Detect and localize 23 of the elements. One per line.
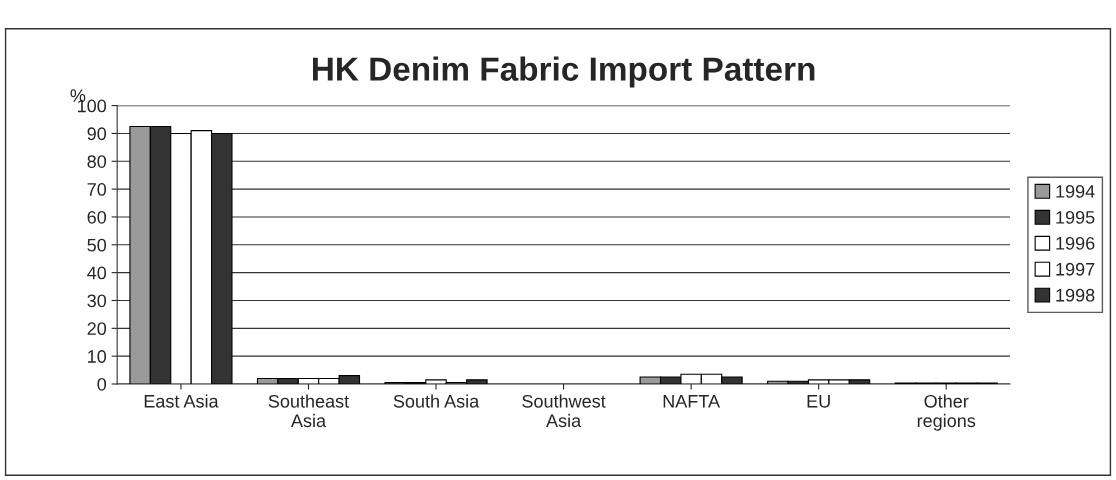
legend-label: 1996 [1056,236,1095,250]
x-tick-label: Other regions [917,394,976,431]
legend-label: 1997 [1056,262,1095,276]
y-tick-label: 80 [87,155,107,168]
x-tick-label: Southwest Asia [522,394,606,428]
y-tick-label: 10 [88,350,107,363]
x-tick-label: EU [807,395,830,408]
x-tick-label: South Asia [393,394,480,408]
y-tick-label: 20 [87,322,107,336]
x-tick-label: East Asia [144,394,219,408]
chart-title: HK Denim Fabric Import Pattern [313,56,815,88]
legend-label: 1998 [1056,288,1095,302]
legend-label: 1994 [1056,185,1095,198]
y-tick-label: 70 [87,183,107,196]
y-tick-label: 0 [97,377,107,391]
y-tick-label: 60 [87,210,107,224]
y-tick-label: 30 [87,294,107,308]
legend-label: 1995 [1056,210,1095,224]
y-tick-label: 50 [87,238,107,252]
y-tick-label: 90 [87,127,107,141]
y-tick-label: 40 [87,266,107,280]
x-tick-label: Southeast Asia [268,394,350,428]
x-tick-label: NAFTA [663,395,721,408]
